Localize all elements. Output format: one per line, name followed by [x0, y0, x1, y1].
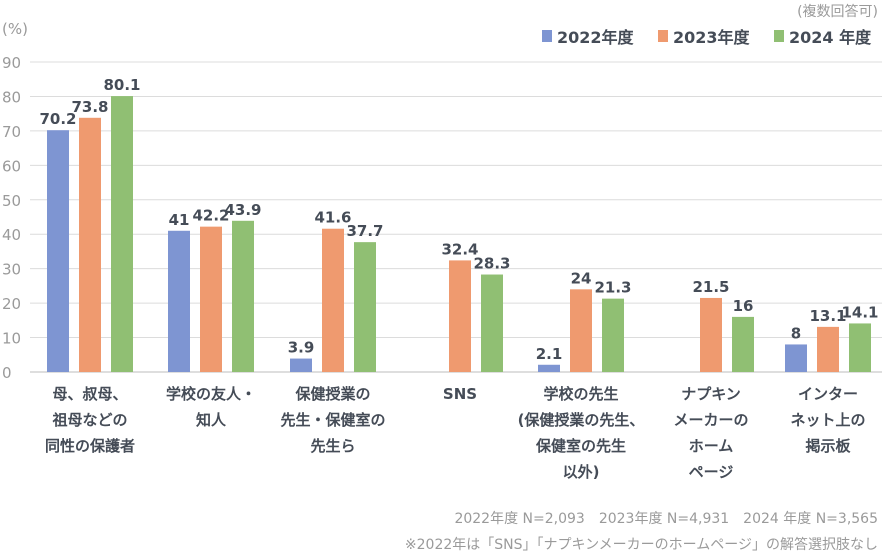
bar: [570, 289, 592, 372]
data-label: 80.1: [103, 76, 140, 94]
data-label: 41.6: [314, 209, 351, 227]
bar: [79, 117, 101, 372]
bar: [449, 260, 471, 372]
y-tick-label: 50: [2, 192, 21, 210]
category-label: 学校の先生: [543, 385, 618, 403]
category-label: 同性の保護者: [45, 437, 135, 455]
legend: 2022年度 2023年度 2024 年度: [542, 28, 872, 47]
category-label: 知人: [196, 411, 227, 429]
y-tick-label: 40: [2, 226, 21, 244]
y-tick-label: 70: [2, 123, 21, 141]
legend-swatch: [542, 30, 552, 42]
data-label: 32.4: [441, 240, 478, 258]
category-label: 保健授業の: [294, 385, 370, 403]
category-label: インター: [798, 385, 858, 403]
category-label: ネット上の: [790, 411, 865, 429]
category-label: 祖母などの: [51, 411, 127, 429]
y-tick-label: 20: [2, 295, 21, 313]
multiple-answer-note: (複数回答可): [797, 3, 878, 20]
legend-swatch: [658, 30, 668, 42]
data-label: 13.1: [809, 307, 846, 325]
category-label: (保健授業の先生、: [518, 411, 645, 429]
data-label: 16: [733, 297, 754, 315]
bar: [111, 96, 133, 372]
data-label: 41: [169, 211, 190, 229]
data-label: 24: [571, 269, 592, 287]
data-label: 21.5: [692, 278, 729, 296]
category-label: ナプキン: [681, 385, 741, 403]
bar: [849, 323, 871, 372]
y-tick-labels: 0 10 20 30 40 50 60 70 80 90: [2, 54, 21, 382]
category-label: 保健室の先生: [535, 437, 626, 455]
bar: [538, 364, 560, 372]
category-label: 先生・保健室の: [280, 411, 385, 429]
legend-swatch: [774, 30, 784, 42]
data-label: 37.7: [346, 222, 383, 240]
bar: [232, 220, 254, 372]
bar: [785, 344, 807, 372]
legend-label: 2024 年度: [789, 28, 872, 47]
footnote: ※2022年は「SNS」「ナプキンメーカーのホームページ」の解答選択肢なし: [405, 536, 878, 552]
y-tick-label: 90: [2, 54, 21, 72]
category-label: ホーム: [689, 437, 734, 455]
bar: [47, 130, 69, 372]
y-tick-label: 10: [2, 330, 21, 348]
category-label: 以外): [563, 463, 600, 481]
y-axis-label: (%): [2, 20, 28, 38]
category-label: 学校の友人・: [166, 385, 256, 403]
category-label: SNS: [443, 385, 477, 403]
category-label: ページ: [689, 463, 734, 481]
category-label: 掲示板: [805, 437, 851, 455]
y-tick-label: 0: [2, 364, 12, 382]
data-label: 3.9: [288, 339, 315, 357]
bar: [200, 226, 222, 372]
data-label: 73.8: [71, 98, 108, 116]
bar: [817, 326, 839, 372]
y-tick-label: 60: [2, 157, 21, 175]
bar: [354, 242, 376, 372]
y-tick-label: 80: [2, 88, 21, 106]
category-label: 先生ら: [310, 437, 355, 455]
data-label: 14.1: [841, 303, 878, 321]
bar: [290, 358, 312, 372]
data-label: 21.3: [594, 279, 631, 297]
data-label: 28.3: [473, 255, 510, 273]
bar: [732, 316, 754, 372]
legend-label: 2022年度: [557, 28, 635, 47]
data-label: 8: [791, 324, 801, 342]
data-label: 43.9: [224, 201, 261, 219]
bar: [700, 297, 722, 372]
category-label: 母、叔母、: [52, 385, 127, 403]
data-label: 70.2: [39, 110, 76, 128]
bar: [322, 228, 344, 372]
legend-label: 2023年度: [673, 28, 751, 47]
category-label: メーカーの: [673, 411, 748, 429]
bar: [602, 298, 624, 372]
data-label: 2.1: [536, 345, 563, 363]
sample-size-note: 2022年度 N=2,093 2023年度 N=4,931 2024 年度 N=…: [454, 511, 878, 527]
y-tick-label: 30: [2, 261, 21, 279]
bar: [481, 274, 503, 372]
data-label: 42.2: [192, 207, 229, 225]
bars: 70.2 41 3.9 2.1 8 73.8 42.2 41.6 32.4 24 21.5 13.1 8…: [39, 76, 879, 372]
bar: [168, 230, 190, 372]
